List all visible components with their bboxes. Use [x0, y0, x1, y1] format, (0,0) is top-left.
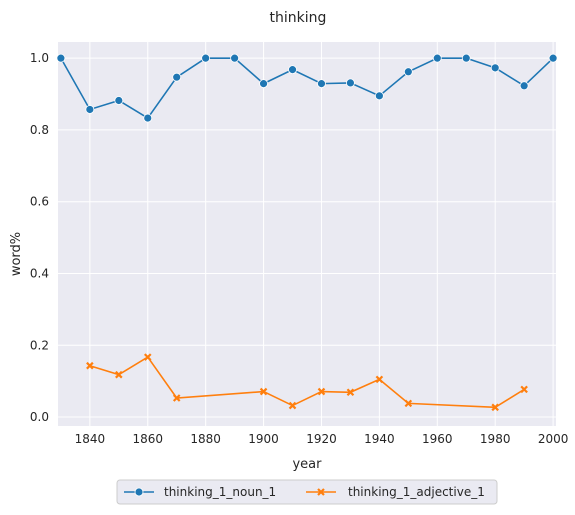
data-point — [230, 53, 240, 63]
data-point — [317, 387, 326, 396]
data-point — [519, 81, 529, 91]
x-tick-label: 1960 — [422, 432, 453, 446]
series-line — [89, 356, 525, 409]
data-point — [403, 67, 413, 77]
legend-entry: thinking_1_noun_1 — [124, 485, 276, 499]
data-point — [520, 385, 528, 394]
y-tick-label: 0.4 — [30, 266, 49, 280]
data-point — [201, 53, 211, 63]
data-point — [143, 353, 152, 361]
data-point — [490, 63, 500, 73]
x-tick-label: 1980 — [480, 432, 511, 446]
series-line — [60, 57, 554, 120]
data-point — [375, 375, 384, 384]
legend-entry: thinking_1_adjective_1 — [306, 485, 485, 499]
data-point — [288, 65, 297, 75]
y-tick-label: 1.0 — [30, 51, 49, 65]
data-point — [404, 399, 413, 408]
legend-label: thinking_1_noun_1 — [164, 485, 276, 499]
y-axis-label: word% — [9, 232, 24, 276]
data-point — [461, 53, 471, 63]
data-point — [134, 487, 144, 497]
data-point — [259, 387, 268, 396]
x-tick-label: 2000 — [538, 432, 569, 446]
data-point — [346, 78, 355, 88]
data-point — [432, 53, 442, 63]
series-layer — [56, 53, 558, 412]
y-tick-label: 0.6 — [30, 195, 49, 209]
data-point — [114, 96, 124, 105]
data-point — [259, 79, 268, 89]
grid-lines — [58, 42, 556, 426]
data-point — [143, 113, 153, 123]
data-point — [548, 53, 558, 63]
data-point — [86, 361, 94, 370]
data-point — [85, 105, 95, 114]
y-tick-label: 0.8 — [30, 123, 49, 137]
data-point — [346, 388, 355, 397]
data-point — [374, 91, 384, 101]
data-point — [115, 370, 123, 379]
x-tick-label: 1920 — [306, 432, 337, 446]
data-point — [56, 53, 66, 63]
plot-area — [58, 42, 556, 426]
x-tick-label: 1900 — [248, 432, 279, 446]
x-tick-label: 1860 — [132, 432, 163, 446]
x-tick-label: 1880 — [190, 432, 221, 446]
x-tick-labels: 1840 1860 1880 1900 1920 1940 1960 1980 2000 — [75, 432, 569, 446]
y-tick-labels: 0.0 0.2 0.4 0.6 0.8 1.0 — [30, 51, 49, 424]
legend-label: thinking_1_adjective_1 — [348, 485, 485, 499]
data-point — [172, 394, 181, 402]
data-point — [317, 79, 326, 89]
data-point — [288, 401, 297, 410]
x-tick-label: 1940 — [364, 432, 395, 446]
series-thinking_1_adjective_1 — [86, 353, 528, 412]
series-thinking_1_noun_1 — [56, 53, 558, 123]
y-tick-label: 0.0 — [30, 410, 49, 424]
x-tick-label: 1840 — [75, 432, 106, 446]
data-point — [317, 488, 325, 496]
legend: thinking_1_noun_1 thinking_1_adjective_1 — [116, 479, 498, 505]
chart-title: thinking — [270, 10, 327, 26]
x-axis-label: year — [292, 457, 322, 472]
data-point — [491, 403, 499, 412]
y-tick-label: 0.2 — [30, 338, 49, 352]
data-point — [172, 72, 182, 82]
